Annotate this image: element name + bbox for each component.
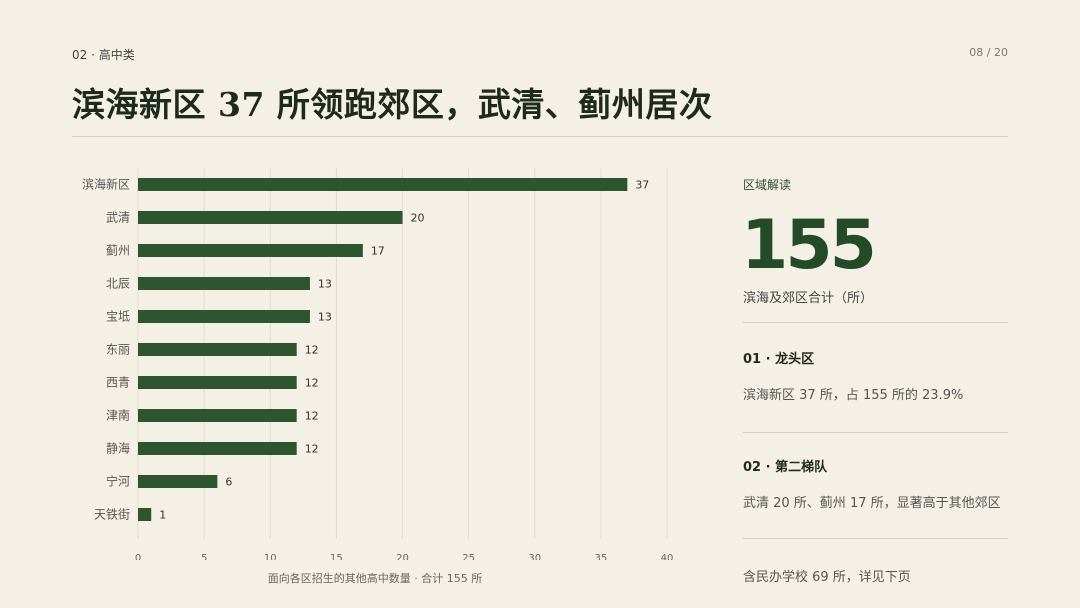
page-number: 08 / 20 (969, 46, 1008, 59)
data-label: 17 (371, 245, 385, 258)
category-label: 津南 (106, 408, 130, 423)
category-label: 北辰 (106, 277, 130, 291)
data-label: 37 (635, 179, 649, 192)
data-label: 12 (305, 443, 319, 456)
category-label: 宝坻 (106, 309, 130, 324)
x-tick-label: 20 (396, 553, 409, 560)
chart-caption: 面向各区招生的其他高中数量 · 合计 155 所 (267, 572, 483, 585)
data-label: 20 (411, 212, 425, 225)
panel-heading: 区域解读 (743, 178, 792, 192)
bar (138, 178, 628, 191)
category-label: 宁河 (106, 474, 130, 489)
total-number: 155 (741, 206, 877, 285)
x-tick-label: 5 (201, 553, 207, 560)
bar (138, 475, 218, 488)
bar (138, 442, 297, 455)
category-label: 东丽 (106, 343, 130, 357)
data-label: 12 (305, 377, 319, 390)
page-title: 滨海新区 37 所领跑郊区，武清、蓟州居次 (72, 85, 713, 124)
panel-divider (743, 538, 1008, 539)
data-label: 1 (159, 509, 166, 522)
x-tick-label: 40 (661, 553, 674, 560)
x-tick-label: 25 (462, 553, 475, 560)
grid-lines (137, 168, 668, 539)
category-label: 蓟州 (106, 244, 130, 258)
bar (138, 376, 297, 389)
x-tick-label: 0 (135, 553, 141, 560)
bar (138, 244, 363, 257)
section-label: 02 · 高中类 (72, 48, 135, 62)
point-2-title: 02 · 第二梯队 (743, 460, 828, 475)
category-label: 武清 (106, 211, 130, 225)
category-label: 西青 (106, 376, 130, 390)
panel-divider (743, 322, 1008, 323)
data-label: 12 (305, 410, 319, 423)
x-axis-ticks: 0 5 10 15 20 25 30 35 40 (135, 553, 674, 560)
x-tick-label: 10 (264, 553, 277, 560)
point-1-title: 01 · 龙头区 (743, 352, 815, 367)
total-number-label: 滨海及郊区合计（所） (743, 291, 874, 306)
panel-divider (743, 432, 1008, 433)
bar (138, 310, 310, 323)
value-labels: 37 20 17 13 13 12 12 12 12 6 1 (159, 179, 649, 522)
bar (138, 409, 297, 422)
x-tick-label: 30 (528, 553, 541, 560)
data-label: 12 (305, 344, 319, 357)
panel-footnote: 含民办学校 69 所，详见下页 (743, 570, 911, 585)
x-tick-label: 15 (330, 553, 343, 560)
bars (138, 178, 628, 521)
top-bar: 02 · 高中类 08 / 20 (72, 46, 1008, 64)
bar (138, 277, 310, 290)
data-label: 13 (318, 311, 332, 324)
bar (138, 508, 152, 521)
data-label: 13 (318, 278, 332, 291)
category-label: 滨海新区 (82, 177, 130, 192)
point-1-body: 滨海新区 37 所，占 155 所的 23.9% (743, 388, 964, 403)
data-label: 6 (225, 476, 232, 489)
x-tick-label: 35 (595, 553, 608, 560)
category-label: 静海 (106, 441, 130, 456)
category-label: 天铁街 (94, 508, 130, 522)
point-2-body: 武清 20 所、蓟州 17 所，显著高于其他郊区 (743, 496, 1001, 511)
bar (138, 343, 297, 356)
bar (138, 211, 403, 224)
title-divider (72, 136, 1008, 137)
